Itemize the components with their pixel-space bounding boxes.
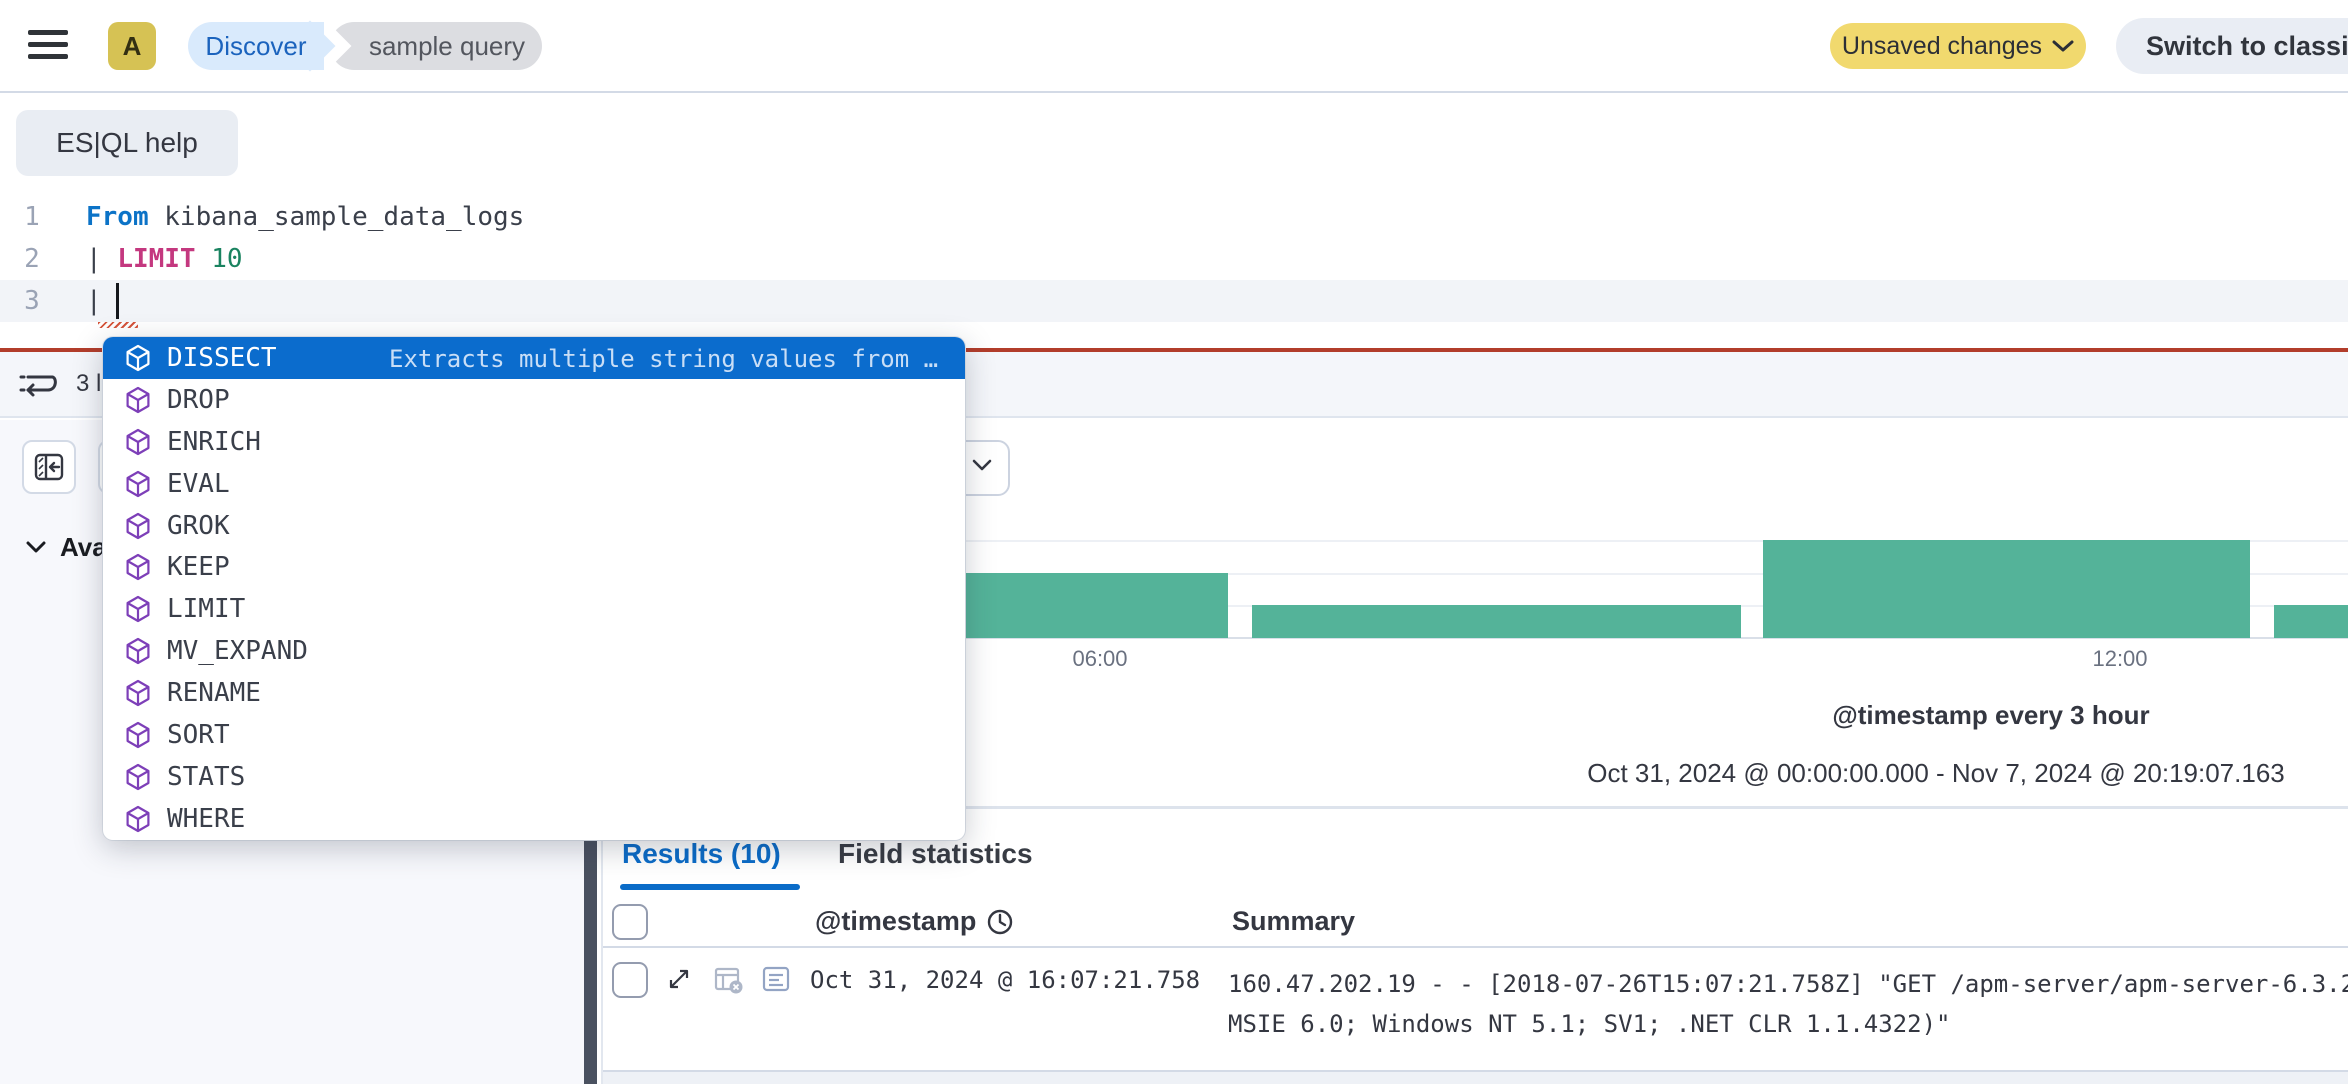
- command-cube-icon: [126, 638, 150, 665]
- autocomplete-item-limit[interactable]: LIMIT: [103, 588, 965, 630]
- expand-row-icon[interactable]: [664, 964, 694, 994]
- autocomplete-item-keep[interactable]: KEEP: [103, 546, 965, 588]
- command-cube-icon: [126, 596, 150, 623]
- active-tab-underline: [620, 884, 800, 890]
- code-line-3: |: [86, 286, 118, 316]
- switch-to-classic-label: Switch to classic: [2146, 30, 2348, 61]
- chevron-down-icon: [972, 459, 992, 471]
- autocomplete-item-grok[interactable]: GROK: [103, 505, 965, 547]
- breadcrumb-discover-label: Discover: [205, 30, 307, 61]
- esql-autocomplete-popup: DISSECT Extracts multiple string values …: [103, 337, 965, 840]
- line-number: 3: [24, 286, 40, 316]
- esql-help-label: ES|QL help: [56, 127, 198, 158]
- clock-icon: [988, 909, 1013, 934]
- command-cube-icon: [126, 721, 150, 749]
- breadcrumb-current: sample query: [330, 22, 542, 70]
- chevron-down-icon: [26, 541, 46, 553]
- breadcrumb-discover[interactable]: Discover: [188, 22, 324, 70]
- histogram-bar: [1763, 539, 2250, 638]
- next-row-strip: [603, 1072, 2348, 1084]
- row-divider: [603, 1070, 2348, 1072]
- tab-field-statistics[interactable]: Field statistics: [838, 838, 1033, 869]
- autocomplete-item-description: Extracts multiple string values from …: [389, 345, 939, 373]
- remove-document-icon[interactable]: [712, 964, 744, 996]
- editor-line-2[interactable]: 2 | LIMIT 10: [0, 238, 2348, 280]
- line-number: 1: [24, 202, 40, 232]
- histogram-time-range: Oct 31, 2024 @ 00:00:00.000 - Nov 7, 202…: [1587, 758, 2285, 788]
- gridline: [603, 540, 2348, 542]
- switch-to-classic-button[interactable]: Switch to classic: [2116, 18, 2348, 74]
- x-tick-1200: 12:00: [2092, 646, 2148, 671]
- autocomplete-item-drop[interactable]: DROP: [103, 379, 965, 421]
- topbar-divider: [0, 91, 2348, 93]
- command-cube-icon: [126, 470, 150, 497]
- breadcrumb-current-label: sample query: [368, 30, 526, 61]
- command-cube-icon: [126, 763, 150, 790]
- x-tick-0600: 06:00: [1072, 646, 1128, 671]
- autocomplete-item-eval[interactable]: EVAL: [103, 463, 965, 505]
- text-cursor: [116, 283, 119, 319]
- cell-summary: 160.47.202.19 - - [2018-07-26T15:07:21.7…: [1228, 970, 2348, 1038]
- error-squiggle: [98, 322, 138, 328]
- code-line-2: | LIMIT 10: [86, 244, 243, 274]
- unsaved-changes-label: Unsaved changes: [1841, 31, 2043, 60]
- editor-error-border: [0, 348, 2348, 352]
- command-cube-icon: [126, 386, 150, 413]
- autocomplete-item-stats[interactable]: STATS: [103, 756, 965, 798]
- autocomplete-item-sort[interactable]: SORT: [103, 714, 965, 756]
- timestamp-header-label: @timestamp: [815, 906, 977, 936]
- space-avatar[interactable]: A: [108, 22, 156, 70]
- histogram-bar: [1252, 605, 1741, 638]
- autocomplete-item-where[interactable]: WHERE: [103, 798, 965, 840]
- histogram-bar: [2274, 605, 2348, 638]
- column-header-summary[interactable]: Summary: [1232, 906, 1356, 936]
- cell-timestamp: Oct 31, 2024 @ 16:07:21.758: [810, 966, 1201, 994]
- command-cube-icon: [126, 554, 150, 581]
- autocomplete-item-dissect[interactable]: DISSECT Extracts multiple string values …: [103, 337, 965, 379]
- table-header-border: [603, 946, 2348, 948]
- unsaved-changes-badge[interactable]: Unsaved changes: [1830, 23, 2086, 69]
- section-divider: [603, 806, 2348, 809]
- esql-help-button[interactable]: ES|QL help: [16, 110, 238, 176]
- tab-results[interactable]: Results (10): [622, 838, 781, 869]
- wrap-lines-icon[interactable]: [18, 366, 58, 402]
- view-document-icon[interactable]: [760, 964, 792, 996]
- select-all-checkbox[interactable]: [612, 904, 648, 940]
- autocomplete-item-mv-expand[interactable]: MV_EXPAND: [103, 630, 965, 672]
- editor-line-3-active[interactable]: 3 |: [0, 280, 2348, 322]
- command-cube-icon: [126, 512, 150, 539]
- command-cube-icon: [126, 428, 150, 455]
- collapse-sidebar-button[interactable]: [22, 440, 76, 494]
- autocomplete-item-rename[interactable]: RENAME: [103, 672, 965, 714]
- code-line-1: From kibana_sample_data_logs: [86, 202, 525, 232]
- histogram-title: @timestamp every 3 hour: [1832, 700, 2150, 730]
- collapse-panel-icon: [34, 453, 64, 481]
- line-number: 2: [24, 244, 40, 274]
- command-cube-icon: [126, 679, 150, 707]
- command-cube-icon: [126, 344, 150, 372]
- autocomplete-item-enrich[interactable]: ENRICH: [103, 421, 965, 463]
- chevron-down-icon: [2052, 40, 2074, 52]
- menu-icon[interactable]: [28, 30, 68, 60]
- command-cube-icon: [126, 805, 150, 832]
- column-header-timestamp[interactable]: @timestamp: [815, 906, 1014, 937]
- editor-line-1[interactable]: 1 From kibana_sample_data_logs: [0, 196, 2348, 238]
- row-checkbox[interactable]: [612, 962, 648, 998]
- gridline: [603, 573, 2348, 575]
- x-axis-line: [603, 637, 2348, 639]
